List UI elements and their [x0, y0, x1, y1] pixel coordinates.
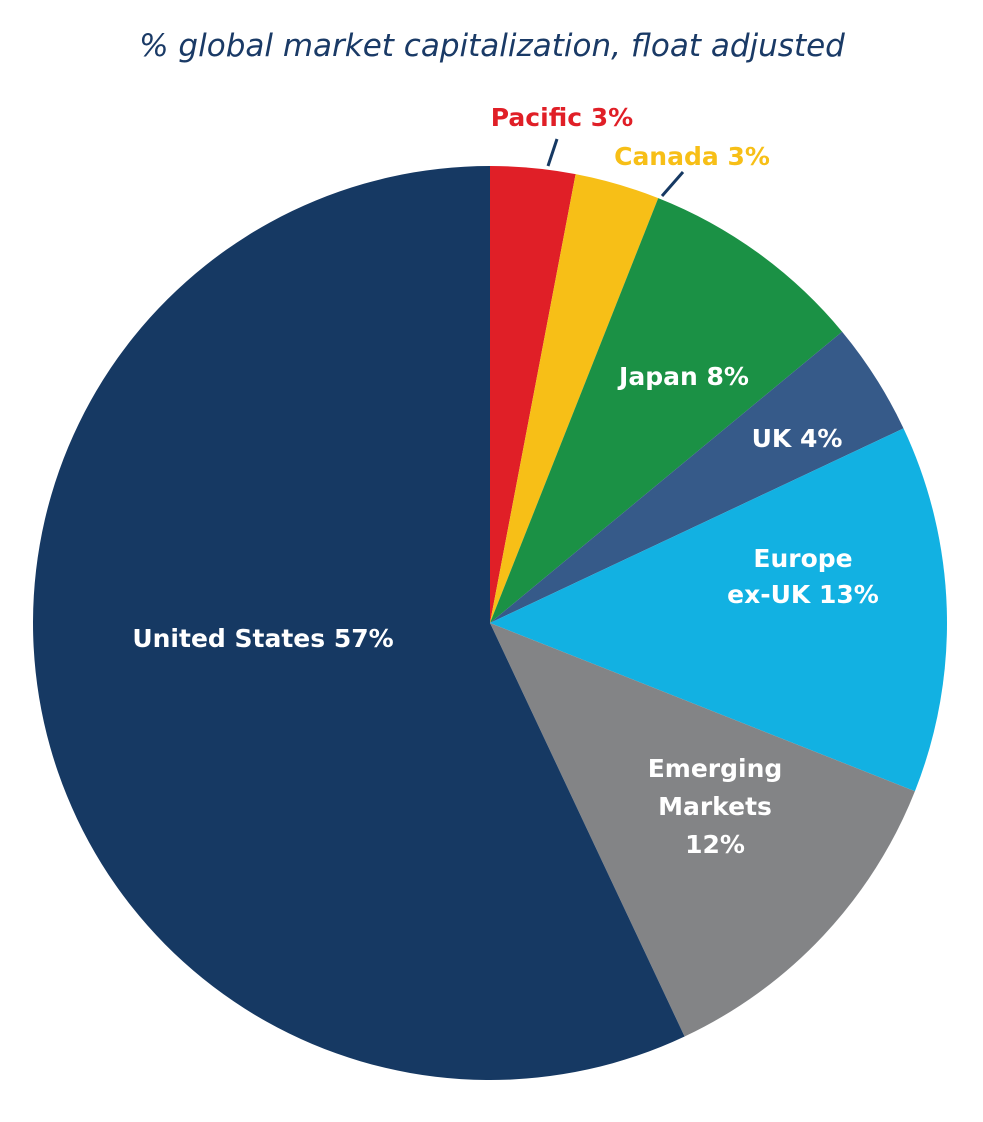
leader-line-pacific: [546, 138, 559, 167]
leader-lines: [546, 138, 685, 197]
slice-labels: Pacific 3% Canada 3% Japan 8% UK 4% Europe ex…: [132, 103, 879, 859]
pie-slices: [33, 166, 948, 1080]
pie-slice-emerging: [490, 623, 915, 1037]
slice-label-us: United States 57%: [132, 624, 393, 653]
slice-label-japan: Japan 8%: [617, 362, 749, 391]
chart-title: % global market capitalization, float ad…: [139, 28, 845, 64]
pie-slice-canada: [490, 174, 659, 623]
slice-label-pacific: Pacific 3%: [491, 103, 633, 132]
pie-slice-japan: [490, 198, 843, 623]
slice-label-line: 12%: [685, 830, 745, 859]
pie-slice-us: [33, 166, 685, 1080]
leader-line-canada: [660, 171, 685, 197]
slice-label-uk: UK 4%: [752, 424, 843, 453]
pie-slice-pacific: [490, 166, 576, 623]
slice-label-line: Emerging: [648, 754, 783, 783]
slice-label-line: Japan 8%: [617, 362, 749, 391]
slice-label-line: United States 57%: [132, 624, 393, 653]
slice-label-line: ex-UK 13%: [727, 580, 879, 609]
pie-slice-uk: [490, 331, 904, 623]
slice-label-canada: Canada 3%: [614, 142, 770, 171]
slice-label-line: Canada 3%: [614, 142, 770, 171]
slice-label-europe: Europe ex-UK 13%: [727, 544, 879, 609]
slice-label-line: UK 4%: [752, 424, 843, 453]
slice-label-line: Markets: [658, 792, 772, 821]
slice-label-emerging: Emerging Markets 12%: [648, 754, 783, 859]
slice-label-line: Pacific 3%: [491, 103, 633, 132]
pie-slice-europe: [490, 428, 948, 792]
slice-label-line: Europe: [753, 544, 852, 573]
